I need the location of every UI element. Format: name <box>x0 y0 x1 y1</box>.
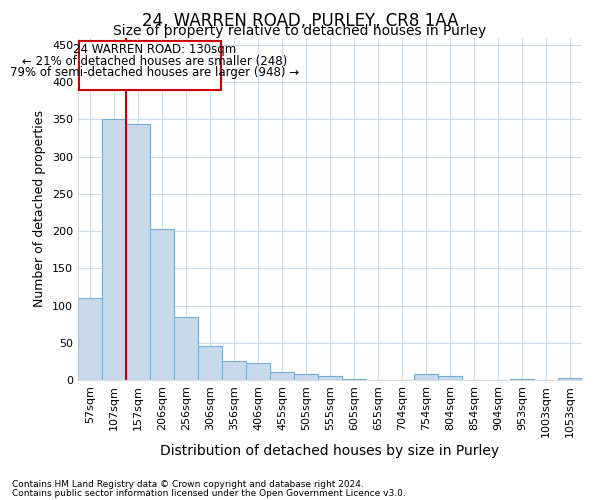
Bar <box>126 124 150 380</box>
Text: 24 WARREN ROAD: 130sqm: 24 WARREN ROAD: 130sqm <box>73 44 236 57</box>
Text: ← 21% of detached houses are smaller (248): ← 21% of detached houses are smaller (24… <box>22 54 287 68</box>
Text: Contains public sector information licensed under the Open Government Licence v3: Contains public sector information licen… <box>12 488 406 498</box>
Bar <box>438 376 462 380</box>
Bar <box>270 372 294 380</box>
Text: 79% of semi-detached houses are larger (948) →: 79% of semi-detached houses are larger (… <box>10 66 299 79</box>
Bar <box>222 362 246 380</box>
FancyBboxPatch shape <box>79 41 221 90</box>
Bar <box>198 346 222 380</box>
Bar <box>510 378 534 380</box>
Bar <box>414 374 438 380</box>
Bar <box>150 229 174 380</box>
Text: Size of property relative to detached houses in Purley: Size of property relative to detached ho… <box>113 24 487 38</box>
Bar <box>246 363 270 380</box>
Bar <box>558 378 582 380</box>
Bar <box>318 376 342 380</box>
Text: Contains HM Land Registry data © Crown copyright and database right 2024.: Contains HM Land Registry data © Crown c… <box>12 480 364 489</box>
X-axis label: Distribution of detached houses by size in Purley: Distribution of detached houses by size … <box>160 444 500 458</box>
Y-axis label: Number of detached properties: Number of detached properties <box>34 110 46 307</box>
Bar <box>174 316 198 380</box>
Bar <box>102 120 126 380</box>
Bar <box>78 298 102 380</box>
Text: 24, WARREN ROAD, PURLEY, CR8 1AA: 24, WARREN ROAD, PURLEY, CR8 1AA <box>142 12 458 30</box>
Bar <box>294 374 318 380</box>
